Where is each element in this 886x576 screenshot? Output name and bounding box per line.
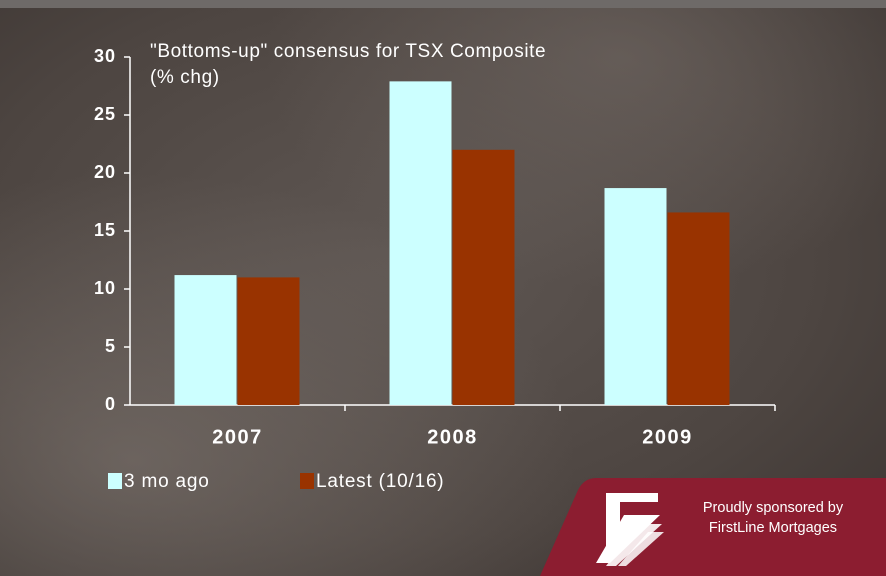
y-tick-label: 5 <box>105 336 116 356</box>
sponsor-text: Proudly sponsored by <box>703 500 844 516</box>
logo-bar <box>606 493 658 502</box>
y-axis-label: (% chg) <box>150 67 220 88</box>
sponsor-logo <box>596 493 664 566</box>
y-tick-label: 10 <box>94 278 116 298</box>
legend-label: 3 mo ago <box>124 471 210 492</box>
x-tick-label: 2007 <box>212 426 263 448</box>
legend-label: Latest (10/16) <box>316 471 444 492</box>
bar <box>667 212 730 405</box>
y-tick-label: 15 <box>94 220 116 240</box>
y-tick-label: 25 <box>94 104 116 124</box>
sponsor-badge: Proudly sponsored by FirstLine Mortgages <box>540 478 886 576</box>
y-tick-label: 20 <box>94 162 116 182</box>
legend-swatch <box>108 473 122 489</box>
top-band <box>0 0 886 8</box>
x-tick-label: 2008 <box>427 426 478 448</box>
bar <box>237 277 300 405</box>
y-tick-label: 0 <box>105 394 116 414</box>
y-tick-label: 30 <box>94 46 116 66</box>
x-tick-label: 2009 <box>642 426 693 448</box>
bar <box>174 275 237 405</box>
legend-swatch <box>300 473 314 489</box>
bar <box>452 149 515 405</box>
bar <box>389 81 452 406</box>
sponsor-text: FirstLine Mortgages <box>709 520 837 536</box>
logo-stripe <box>618 532 664 566</box>
chart-title: "Bottoms-up" consensus for TSX Composite <box>150 41 546 62</box>
bar <box>604 188 667 405</box>
